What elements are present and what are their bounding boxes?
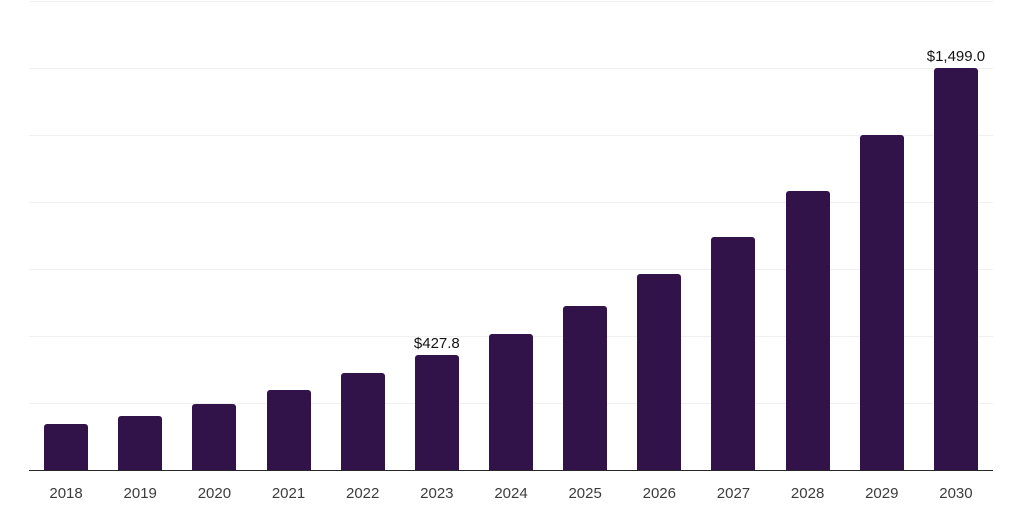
gridline-1750 — [29, 1, 993, 2]
bar-2023 — [414, 355, 459, 470]
x-axis-line — [29, 470, 993, 471]
x-axis-labels: 2018 2019 2020 2021 2022 2023 2024 2025 2026 2027… — [29, 484, 993, 504]
x-axis-label-2022: 2022 — [346, 485, 380, 502]
bar-2024 — [489, 333, 533, 470]
x-axis-label-2025: 2025 — [568, 485, 602, 502]
bar-2026 — [637, 274, 682, 470]
x-axis-label-2027: 2027 — [716, 485, 751, 502]
bar-2025 — [563, 306, 608, 470]
bar-2022 — [340, 373, 385, 470]
value-label-2030: $1,499.0 — [926, 48, 986, 66]
x-axis-label-2028: 2028 — [790, 485, 825, 502]
x-axis-label-2021: 2021 — [271, 485, 306, 502]
x-axis-label-2030: 2030 — [939, 485, 973, 502]
x-axis-label-2024: 2024 — [494, 485, 528, 502]
value-label-2023: $427.8 — [413, 335, 460, 353]
bar-2027 — [711, 236, 756, 470]
x-axis-label-2018: 2018 — [49, 485, 83, 502]
x-axis-label-2020: 2020 — [197, 485, 232, 502]
bar-2018 — [44, 423, 89, 470]
gridline-1500 — [29, 68, 993, 69]
bar-2020 — [192, 404, 237, 470]
bar-2029 — [859, 134, 904, 470]
x-axis-label-2023: 2023 — [420, 485, 454, 502]
x-axis-label-2019: 2019 — [123, 485, 157, 502]
bar-2021 — [266, 389, 311, 470]
x-axis-label-2026: 2026 — [642, 485, 676, 502]
x-axis-label-2029: 2029 — [865, 485, 899, 502]
gridline-1000 — [29, 202, 993, 203]
gridline-1250 — [29, 135, 993, 136]
bar-2028 — [785, 190, 830, 470]
bar-2030 — [933, 68, 978, 470]
gridline-750 — [29, 269, 993, 270]
bar-2019 — [118, 415, 163, 470]
plot-area: $427.8 $1,499.0 — [29, 1, 993, 471]
